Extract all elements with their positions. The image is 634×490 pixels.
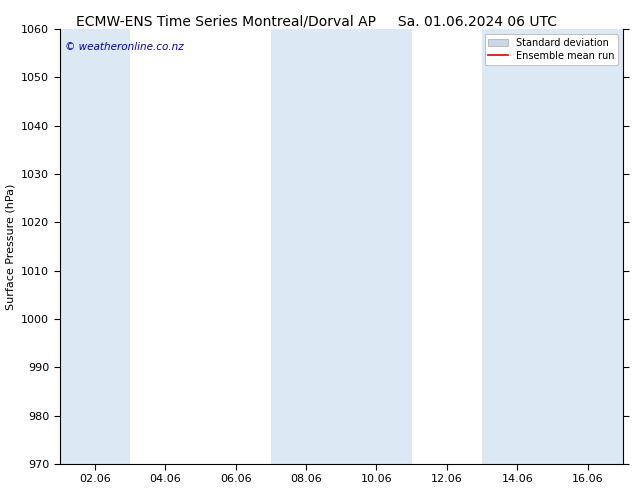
Bar: [60, 29, 130, 464]
Bar: [482, 29, 623, 464]
Text: © weatheronline.co.nz: © weatheronline.co.nz: [65, 42, 184, 52]
Legend: Standard deviation, Ensemble mean run: Standard deviation, Ensemble mean run: [484, 34, 618, 65]
Bar: [271, 29, 411, 464]
Text: ECMW-ENS Time Series Montreal/Dorval AP     Sa. 01.06.2024 06 UTC: ECMW-ENS Time Series Montreal/Dorval AP …: [77, 15, 557, 29]
Y-axis label: Surface Pressure (hPa): Surface Pressure (hPa): [6, 183, 16, 310]
